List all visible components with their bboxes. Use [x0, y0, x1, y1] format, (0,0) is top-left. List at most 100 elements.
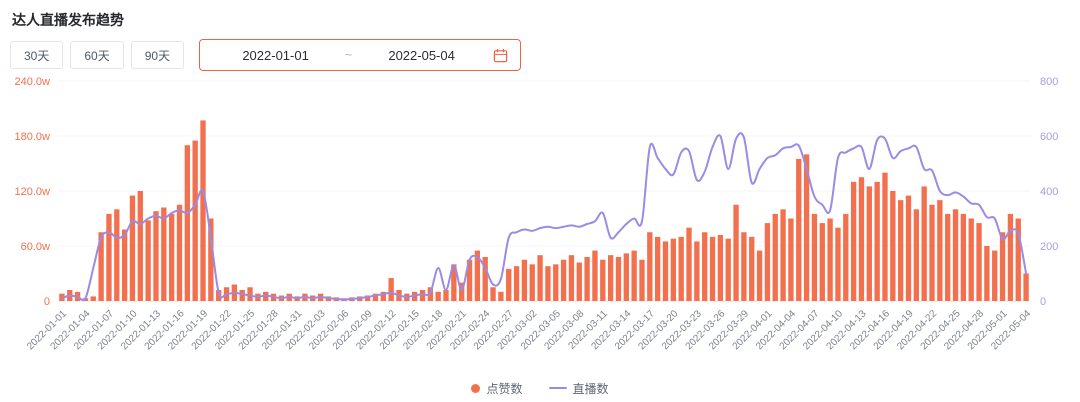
bar-likes[interactable] [631, 250, 637, 301]
bar-likes[interactable] [835, 227, 841, 301]
bar-likes[interactable] [129, 195, 136, 301]
bar-likes[interactable] [850, 181, 857, 301]
bar-likes[interactable] [121, 229, 128, 302]
bar-likes[interactable] [137, 191, 143, 301]
bar-likes[interactable] [749, 236, 755, 301]
bar-likes[interactable] [521, 259, 528, 301]
start-date-input[interactable]: 2022-01-01 [242, 47, 309, 63]
bar-likes[interactable] [827, 218, 833, 302]
bar-likes[interactable] [1015, 218, 1021, 302]
bar-likes[interactable] [756, 250, 763, 301]
bar-likes[interactable] [686, 227, 692, 301]
bar-likes[interactable] [388, 278, 394, 301]
bar-likes[interactable] [592, 250, 598, 301]
bar-likes[interactable] [482, 257, 488, 301]
bar-likes[interactable] [843, 213, 849, 301]
bar-likes[interactable] [498, 291, 504, 301]
bar-likes[interactable] [733, 204, 739, 301]
bar-likes[interactable] [976, 223, 982, 301]
bar-likes[interactable] [1007, 213, 1014, 301]
legend-item-lives[interactable]: 直播数 [548, 380, 609, 397]
bar-likes[interactable] [506, 268, 512, 301]
bar-likes[interactable] [819, 223, 825, 301]
bar-likes[interactable] [960, 213, 967, 301]
bar-likes[interactable] [466, 259, 473, 301]
bar-likes[interactable] [114, 209, 120, 301]
bar-likes[interactable] [176, 204, 183, 301]
bar-likes[interactable] [372, 293, 379, 301]
bar-likes[interactable] [600, 259, 606, 301]
bar-likes[interactable] [968, 218, 974, 302]
bar-likes[interactable] [584, 257, 590, 301]
bar-likes[interactable] [443, 290, 449, 301]
bar-likes[interactable] [98, 232, 104, 301]
bar-likes[interactable] [576, 262, 582, 302]
bar-likes[interactable] [459, 282, 465, 301]
date-range-picker[interactable]: 2022-01-01 ~ 2022-05-04 [199, 39, 522, 71]
range-button-30d[interactable]: 30天 [10, 41, 64, 69]
bar-likes[interactable] [929, 204, 935, 301]
bar-likes[interactable] [474, 250, 481, 301]
bar-likes[interactable] [153, 211, 159, 301]
bar-likes[interactable] [545, 266, 551, 301]
bar-likes[interactable] [717, 235, 724, 301]
bar-likes[interactable] [882, 172, 888, 301]
bar-likes[interactable] [647, 232, 653, 301]
bar-likes[interactable] [764, 223, 771, 301]
bar-likes[interactable] [513, 266, 520, 301]
bar-likes[interactable] [380, 291, 386, 301]
bar-likes[interactable] [741, 232, 747, 301]
bar-likes[interactable] [451, 264, 457, 301]
range-button-90d[interactable]: 90天 [130, 41, 185, 69]
bar-likes[interactable] [945, 213, 951, 301]
bar-likes[interactable] [702, 232, 708, 301]
bar-likes[interactable] [435, 291, 441, 301]
calendar-icon[interactable] [493, 48, 508, 63]
bar-likes[interactable] [890, 191, 896, 301]
bar-likes[interactable] [623, 253, 629, 301]
bar-likes[interactable] [537, 255, 543, 301]
bar-likes[interactable] [803, 154, 810, 301]
bar-likes[interactable] [866, 186, 872, 301]
bar-likes[interactable] [568, 255, 575, 301]
bar-likes[interactable] [662, 241, 669, 301]
bar-likes[interactable] [796, 158, 802, 301]
bar-likes[interactable] [161, 207, 167, 302]
bar-likes[interactable] [999, 232, 1006, 301]
bar-likes[interactable] [670, 238, 677, 301]
bar-likes[interactable] [678, 236, 684, 301]
bar-likes[interactable] [811, 213, 818, 301]
bar-likes[interactable] [239, 290, 245, 301]
bar-likes[interactable] [1023, 273, 1029, 302]
bar-likes[interactable] [780, 209, 786, 301]
bar-likes[interactable] [952, 209, 959, 301]
bar-likes[interactable] [858, 177, 865, 301]
bar-likes[interactable] [560, 259, 567, 301]
bar-likes[interactable] [992, 250, 998, 301]
bar-likes[interactable] [937, 200, 943, 301]
bar-likes[interactable] [364, 295, 371, 302]
bar-likes[interactable] [145, 220, 151, 301]
bar-likes[interactable] [654, 236, 661, 301]
bar-likes[interactable] [106, 213, 112, 301]
bar-likes[interactable] [639, 259, 645, 301]
bar-likes[interactable] [897, 200, 904, 301]
bar-likes[interactable] [607, 255, 614, 301]
bar-likes[interactable] [905, 195, 912, 301]
bar-likes[interactable] [874, 181, 880, 301]
bar-likes[interactable] [184, 145, 191, 301]
bar-likes[interactable] [200, 120, 206, 301]
bar-likes[interactable] [208, 218, 214, 302]
bar-likes[interactable] [615, 257, 622, 301]
bar-likes[interactable] [788, 218, 794, 302]
range-button-60d[interactable]: 60天 [70, 41, 124, 69]
bar-likes[interactable] [984, 246, 990, 301]
bar-likes[interactable] [913, 209, 920, 301]
legend-item-likes[interactable]: 点赞数 [471, 380, 523, 397]
end-date-input[interactable]: 2022-05-04 [388, 47, 455, 63]
line-lives[interactable] [61, 132, 1028, 302]
bar-likes[interactable] [772, 213, 778, 301]
bar-likes[interactable] [490, 287, 496, 301]
bar-likes[interactable] [921, 186, 927, 301]
